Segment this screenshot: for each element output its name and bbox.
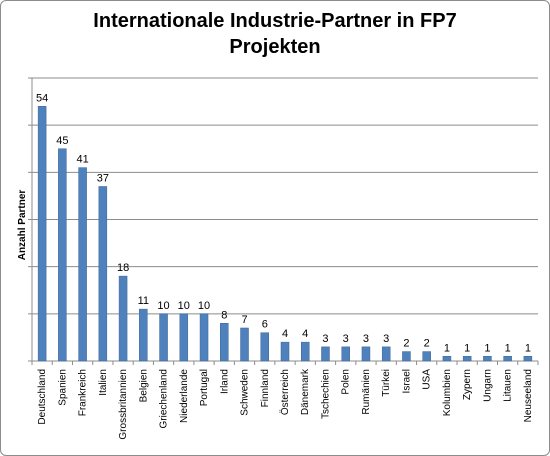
x-tick-label: Finnland [260,369,271,407]
x-tick-label: Schweden [240,369,251,416]
data-label: 1 [505,342,511,354]
bar-italien [98,186,108,362]
gridlines [32,77,538,315]
chart-title: Internationale Industrie-Partner in FP7 … [93,10,457,58]
bar-spanien [58,148,67,362]
x-tick-label: Polen [341,369,352,395]
bar-israel [402,351,411,362]
x-tick-label: Irland [219,369,230,394]
bar-litauen [503,356,512,362]
x-tick-label: Kolumbien [442,369,453,416]
bar-belgien [139,308,148,362]
data-label: 4 [282,328,288,340]
bar-rumänien [361,346,371,362]
data-label: 41 [76,154,88,166]
bars [37,106,533,362]
x-tick-label: USA [422,369,433,390]
bar-ungarn [483,356,492,362]
x-tick-label: Grossbritannien [118,369,129,440]
bar-zypern [462,356,472,362]
data-label: 11 [138,295,149,307]
data-label: 10 [157,300,169,312]
bar-irland [220,323,229,362]
data-label: 3 [343,333,349,345]
x-tick-labels: Deutschland Spanien Frankreich Italien Gross… [37,368,534,440]
data-label: 1 [444,342,450,354]
data-label: 18 [117,262,129,274]
x-tick-label: Niederlande [179,369,190,423]
bar-neuseeland [523,356,533,362]
bar-deutschland [37,106,47,362]
data-label: 2 [424,338,430,350]
x-tick-label: Ungarn [482,369,493,402]
bar-österreich [280,341,290,362]
x-tick-label: Türkei [381,369,392,397]
x-tick-label: Rumänien [361,369,372,415]
x-tick-label: Israel [401,369,412,393]
data-label: 4 [302,328,308,340]
x-tick-label: Deutschland [37,369,48,425]
data-label: 1 [525,342,531,354]
bar-griechenland [159,313,168,362]
x-tick-label: Dänemark [300,368,311,415]
data-label: 1 [484,342,490,354]
x-tick-label: Österreich [279,369,291,415]
x-tick-label: Belgien [138,369,149,402]
data-label: 45 [56,135,68,147]
data-label: 2 [403,338,409,350]
bar-niederlande [179,313,189,362]
data-label: 10 [178,300,190,312]
bar-türkei [381,346,391,362]
data-label: 37 [97,172,109,184]
bar-frankreich [78,167,87,362]
data-label: 54 [36,92,48,104]
x-tick-label: Portugal [199,369,210,406]
data-label: 6 [262,319,268,331]
x-tick-label: Griechenland [159,369,170,428]
bar-finnland [260,332,270,362]
data-label: 3 [363,333,369,345]
bar-tschechien [321,346,330,362]
bar-grossbritannien [118,275,128,362]
bar-schweden [240,327,249,362]
y-axis-label: Anzahl Partner [17,190,28,261]
data-label: 8 [221,309,227,321]
x-tick-label: Frankreich [78,369,89,416]
data-label: 1 [464,342,470,354]
x-tick-label: Tschechien [320,369,331,419]
x-tick-label: Neuseeland [523,369,534,422]
bar-kolumbien [442,356,452,362]
data-label: 3 [322,333,328,345]
x-tick-label: Spanien [57,369,68,406]
bar-portugal [199,313,209,362]
bar-polen [341,346,350,362]
bar-usa [422,351,431,362]
data-label: 3 [383,333,389,345]
x-tick-label: Litauen [503,369,514,402]
x-tick-label: Italien [98,369,109,396]
bar-dänemark [300,341,310,362]
x-tick-label: Zypern [462,369,473,400]
data-label: 10 [198,300,210,312]
data-label: 7 [241,314,247,326]
